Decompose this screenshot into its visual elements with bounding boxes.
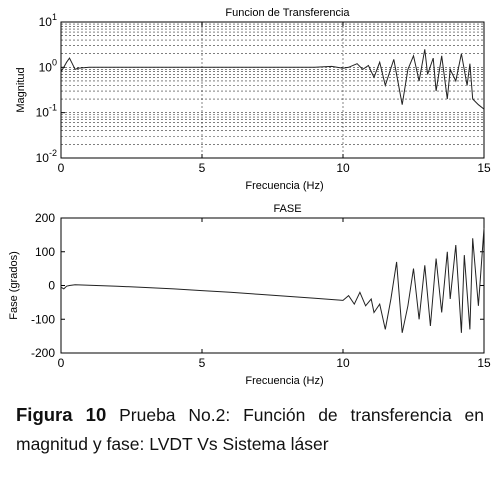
y-tick-label: 100 — [35, 245, 55, 259]
y-axis-label: Magnitud — [15, 67, 27, 112]
y-axis-label: Fase (grados) — [8, 251, 20, 319]
data-series-line — [60, 228, 485, 333]
caption-text: Prueba No.2: Función de transferencia en… — [16, 405, 484, 454]
y-tick-label: 0 — [48, 279, 55, 293]
grid-lines — [61, 22, 484, 158]
x-tick-label: 10 — [336, 161, 350, 175]
figure-caption: Figura 10 Prueba No.2: Función de transf… — [16, 400, 484, 459]
y-tick-label: -100 — [31, 312, 55, 326]
plot-frame — [60, 21, 485, 159]
x-tick-label: 10 — [336, 356, 350, 370]
y-tick-label: 100 — [39, 57, 57, 74]
chart-title: Funcion de Transferencia — [225, 7, 350, 19]
magnitude-chart: 0 5 10 15 101 100 10-1 10-2 Funcion de Transfere… — [15, 7, 491, 192]
phase-chart: 0 5 10 15 200 100 0 -100 -200 FASE Frecuencia (Hz)… — [8, 203, 491, 387]
x-tick-label: 15 — [477, 356, 491, 370]
x-tick-label: 0 — [58, 161, 65, 175]
y-tick-label: 200 — [35, 211, 55, 225]
plot-area — [61, 22, 484, 158]
y-tick-label: 101 — [39, 12, 57, 29]
plot-area — [61, 218, 484, 353]
x-axis-label: Frecuencia (Hz) — [245, 180, 323, 192]
x-tick-label: 5 — [199, 161, 206, 175]
data-series-line — [60, 49, 485, 110]
y-tick-label: 10-1 — [36, 103, 57, 120]
caption-label: Figura 10 — [16, 404, 107, 425]
chart-title: FASE — [273, 203, 301, 215]
x-tick-label: 15 — [477, 161, 491, 175]
x-tick-label: 0 — [58, 356, 65, 370]
x-tick-label: 5 — [199, 356, 206, 370]
y-tick-label: 10-2 — [36, 148, 57, 165]
x-axis-label: Frecuencia (Hz) — [245, 375, 323, 387]
y-tick-label: -200 — [31, 346, 55, 360]
